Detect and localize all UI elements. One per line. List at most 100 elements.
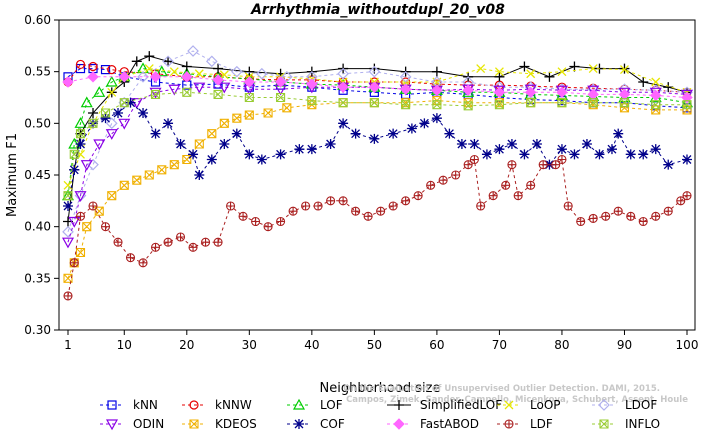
data-point [476,64,486,74]
legend-swatch-marker [105,419,119,431]
legend-item-inflo: INFLO [592,417,660,431]
legend-item-lof: LOF [287,398,343,412]
y-tick-label: 0.30 [24,323,51,337]
data-point [105,129,118,140]
data-point [426,180,436,190]
data-point [618,88,631,101]
legend-swatch-marker [394,400,404,410]
data-point [556,86,568,99]
data-point [601,211,611,221]
data-point [401,196,411,206]
legend-label: LDOF [625,398,657,412]
data-point [476,201,486,211]
data-point [438,175,448,185]
data-point [118,71,130,83]
series-line [67,158,688,296]
data-point [155,65,168,77]
legend-item-ldof: LDOF [592,398,657,412]
data-point [638,216,648,227]
data-point [63,191,73,201]
data-point [119,98,129,108]
data-point [519,61,530,72]
data-point [75,211,86,221]
data-point [682,100,692,110]
data-point [431,66,442,77]
data-point [100,222,111,232]
data-point [175,232,186,242]
legend-item-knn: kNN [100,398,158,412]
data-point [255,67,268,80]
series-line [67,91,687,196]
data-point [63,291,73,301]
data-point [107,191,117,201]
data-point [569,61,580,72]
data-point [219,139,230,149]
data-point [494,144,505,155]
data-point [526,98,536,108]
x-tick-label: 60 [429,338,444,352]
legend-swatch-marker [393,418,405,430]
x-tick-label: 80 [554,338,569,352]
legend-swatch-marker [504,400,514,410]
data-point [368,81,381,93]
x-tick-label: 1 [64,338,72,352]
x-tick-label: 40 [304,338,319,352]
data-point [338,118,349,129]
series-inflo [63,87,692,201]
data-point [238,211,248,221]
x-tick-label: 30 [242,338,257,352]
x-tick-label: 50 [367,338,382,352]
data-point [87,158,99,171]
data-point [587,85,600,97]
data-point [501,180,511,190]
data-point [163,118,174,129]
data-point [74,191,87,202]
data-point [149,87,162,99]
data-point [313,201,323,211]
data-point [513,191,523,201]
data-point [100,113,111,124]
legend-swatch-marker [189,400,199,410]
data-point [61,237,75,249]
legend-label: INFLO [625,417,660,431]
series-layer [61,45,694,301]
data-point [519,149,530,160]
data-point [206,154,217,165]
series-line [67,102,688,207]
data-point [613,128,624,139]
data-point [263,222,273,232]
data-point [481,149,492,160]
data-point [80,160,93,171]
data-point [444,128,455,139]
data-point [193,82,206,94]
data-point [301,201,311,211]
y-tick-label: 0.60 [24,13,51,27]
series-line [67,100,687,279]
data-point [406,123,417,134]
data-point [306,78,318,90]
data-point [557,154,567,165]
data-point [118,118,131,130]
data-point [526,180,536,190]
data-point [351,206,361,216]
y-tick-label: 0.45 [24,168,51,182]
data-point [182,154,192,165]
data-point [75,63,86,74]
data-point [338,196,348,206]
data-point [105,75,118,87]
series-line [67,68,688,186]
data-point [113,237,123,247]
data-point [399,83,412,95]
data-point [494,71,505,82]
data-point [244,92,254,103]
data-point [218,82,231,94]
data-point [307,96,317,106]
legend-label: SimplifiedLOF [420,398,502,412]
legend-label: LDF [530,417,553,431]
data-point [676,196,686,206]
data-point [119,180,129,190]
data-point [576,216,586,227]
legend-item-loop: LoOP [497,398,561,412]
data-point [369,98,379,108]
data-point [581,139,592,149]
